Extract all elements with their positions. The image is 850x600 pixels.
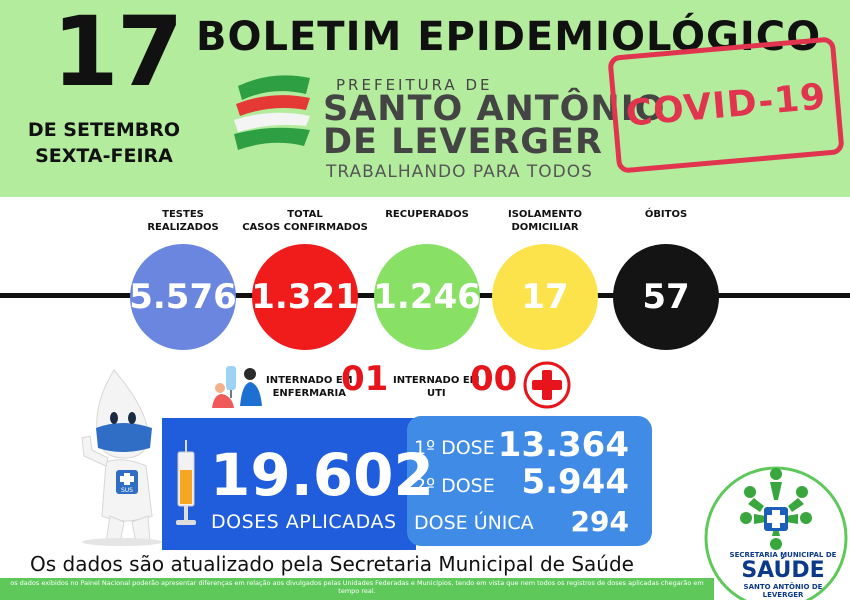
header-banner (0, 0, 850, 197)
stat-label-line: TESTES (162, 209, 204, 220)
flag-logo-icon (234, 75, 310, 150)
covid-stamp: COVID-19 (607, 36, 845, 174)
dose1-label: 1º DOSE (414, 437, 495, 459)
nurse-icon (212, 366, 262, 408)
stat-label-line: TOTAL (287, 209, 323, 220)
prefeitura-slogan: TRABALHANDO PARA TODOS (326, 162, 593, 182)
dose-single-label: DOSE ÚNICA (414, 512, 534, 534)
stat-tests-label: TESTES REALIZADOS (118, 208, 248, 238)
stat-label-line: REALIZADOS (147, 222, 219, 233)
medical-cross-icon (523, 361, 571, 409)
stat-recovered-value: 1.246 (373, 277, 481, 317)
vaccination-total-panel (162, 418, 416, 550)
dose2-value: 5.944 (521, 462, 629, 502)
stat-label-line: DOMICILIAR (511, 222, 579, 233)
covid-stamp-text: COVID-19 (624, 75, 828, 135)
ward-label-line: ENFERMARIA (272, 388, 347, 399)
icu-label-line: INTERNADO EM (393, 375, 480, 386)
footer-source-note: Os dados são atualizado pela Secretaria … (30, 552, 634, 576)
stat-confirmed-label: TOTAL CASOS CONFIRMADOS (240, 208, 370, 238)
stat-confirmed-circle: 1.321 (251, 244, 359, 350)
stat-isolation-label: ISOLAMENTO DOMICILIAR (480, 208, 610, 238)
stat-label-line: CASOS CONFIRMADOS (242, 222, 368, 233)
dose1-value: 13.364 (497, 425, 629, 465)
stat-recovered-circle: 1.246 (373, 244, 481, 350)
stat-tests-value: 5.576 (129, 277, 237, 317)
vaccination-doses-panel (407, 416, 652, 546)
sus-mascot-icon: SUS (81, 369, 162, 546)
dose2-label: 2º DOSE (414, 475, 495, 497)
icu-label: INTERNADO EM UTI (393, 374, 480, 400)
prefeitura-name-line2: DE LEVERGER (323, 122, 603, 162)
ward-label: INTERNADO EM ENFERMARIA (266, 374, 353, 400)
prefeitura-small-label: PREFEITURA DE (336, 76, 493, 94)
bulletin-title: BOLETIM EPIDEMIOLÓGICO (196, 14, 822, 60)
stat-label-line: ISOLAMENTO (507, 209, 582, 220)
stat-isolation-circle: 17 (492, 244, 598, 350)
stat-deaths-label: ÓBITOS (601, 208, 731, 238)
month-label: DE SETEMBRO (27, 119, 181, 141)
stat-recovered-label: RECUPERADOS (362, 208, 492, 238)
vaccination-total-label: DOSES APLICADAS (211, 511, 397, 533)
vaccination-total-value: 19.602 (210, 441, 434, 509)
saude-logo-icon (704, 466, 848, 600)
footer-disclaimer: os dados exibidos no Painel Nacional pod… (10, 579, 704, 595)
saude-logo-title: SAÚDE (741, 558, 825, 583)
stat-deaths-circle: 57 (613, 244, 719, 350)
ward-value: 01 (341, 359, 389, 399)
ward-label-line: INTERNADO EM (266, 375, 353, 386)
saude-logo-city: SANTO ANTÔNIO DE LEVERGER (743, 583, 823, 599)
icu-label-line: UTI (426, 388, 446, 399)
stat-tests-circle: 5.576 (129, 244, 237, 350)
syringe-icon (176, 440, 196, 525)
saude-logo-subtitle: SECRETARIA MUNICIPAL DE (729, 551, 837, 559)
weekday-label: SEXTA-FEIRA (35, 145, 173, 167)
stat-label-line: RECUPERADOS (385, 209, 469, 220)
icu-value: 00 (470, 359, 518, 399)
stat-deaths-value: 57 (642, 277, 690, 317)
stat-isolation-value: 17 (521, 277, 569, 317)
prefeitura-name-line1: SANTO ANTÔNIO (323, 89, 666, 129)
stat-confirmed-value: 1.321 (251, 277, 359, 317)
mascot-badge-text: SUS (121, 487, 133, 494)
footer-band (0, 578, 714, 600)
bulletin-day: 17 (52, 0, 184, 108)
stat-label-line: ÓBITOS (644, 209, 688, 220)
dose-single-value: 294 (570, 505, 629, 538)
